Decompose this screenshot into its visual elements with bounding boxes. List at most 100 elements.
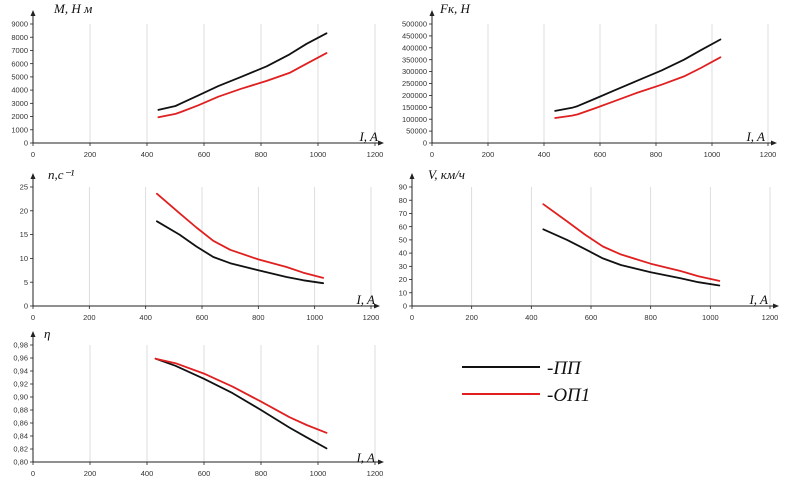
y-tick-label-efficiency: 0,94: [13, 367, 28, 376]
y-tick-label-efficiency: 0,90: [13, 393, 28, 402]
chart-efficiency: 0 200 400 600 800 1000 1200 0,80 0,82 0,84 0,86 0,8…: [13, 326, 384, 478]
x-tick-label-velocity: 800: [644, 313, 657, 322]
y-tick-label-torque: 8000: [11, 33, 28, 42]
y-tick-label-torque: 9000: [11, 20, 28, 29]
y-tick-label-torque: 1000: [11, 125, 28, 134]
y-tick-label-speed-n: 25: [20, 183, 28, 192]
x-tick-label-velocity: 0: [410, 313, 414, 322]
x-tick-label-efficiency: 1200: [367, 469, 384, 478]
x-tick-label-speed-n: 1000: [306, 313, 323, 322]
x-tick-label-force: 200: [482, 150, 495, 159]
x-tick-label-torque: 0: [31, 150, 35, 159]
y-tick-label-efficiency: 0,98: [13, 341, 28, 350]
x-tick-label-force: 800: [650, 150, 663, 159]
y-tick-label-speed-n: 0: [24, 302, 28, 311]
y-tick-label-velocity: 80: [399, 196, 407, 205]
x-axis-arrow-icon: [771, 140, 777, 146]
y-axis-arrow-icon: [429, 10, 435, 16]
x-tick-label-speed-n: 400: [139, 313, 152, 322]
series-line-op1-efficiency: [154, 357, 328, 434]
x-axis-label-efficiency: I, A: [355, 450, 375, 465]
y-tick-label-torque: 7000: [11, 46, 28, 55]
x-tick-label-velocity: 400: [525, 313, 538, 322]
y-tick-label-efficiency: 0,96: [13, 354, 28, 363]
y-tick-label-force: 300000: [402, 67, 427, 76]
x-axis-arrow-icon: [378, 459, 384, 465]
y-axis-label-force: Fк, Н: [439, 1, 471, 16]
x-axis-label-force: I, A: [745, 129, 765, 144]
x-tick-label-speed-n: 1200: [363, 313, 380, 322]
y-axis-label-torque: M, Н м: [53, 1, 92, 16]
x-tick-label-torque: 1200: [367, 150, 384, 159]
y-tick-label-torque: 4000: [11, 86, 28, 95]
y-tick-label-efficiency: 0,86: [13, 419, 28, 428]
x-tick-label-speed-n: 600: [196, 313, 209, 322]
series-line-op1-velocity: [542, 203, 721, 282]
x-tick-label-velocity: 600: [585, 313, 598, 322]
chart-speed-n: 0 200 400 600 800 1000 1200 0 5 10 15 20 25 n,с⁻¹ I, A: [20, 167, 380, 322]
y-axis-arrow-icon: [30, 173, 36, 179]
series-line-op1-torque: [157, 52, 328, 119]
y-tick-label-force: 150000: [402, 103, 427, 112]
x-tick-label-torque: 1000: [310, 150, 327, 159]
y-axis-arrow-icon: [409, 173, 415, 179]
y-tick-label-force: 200000: [402, 91, 427, 100]
x-tick-label-speed-n: 0: [31, 313, 35, 322]
x-tick-label-torque: 800: [255, 150, 268, 159]
x-tick-label-efficiency: 600: [198, 469, 211, 478]
x-tick-label-efficiency: 400: [141, 469, 154, 478]
y-tick-label-velocity: 50: [399, 235, 407, 244]
y-tick-label-torque: 2000: [11, 112, 28, 121]
y-tick-label-force: 0: [423, 139, 427, 148]
y-tick-label-velocity: 10: [399, 288, 407, 297]
y-tick-label-velocity: 30: [399, 262, 407, 271]
x-tick-label-torque: 400: [141, 150, 154, 159]
x-tick-label-speed-n: 200: [83, 313, 96, 322]
y-tick-label-torque: 0: [24, 139, 28, 148]
chart-torque: 0 200 400 600 800 1000 1200 0 1000 2000 3000 4000 50…: [11, 1, 384, 159]
x-tick-label-velocity: 200: [465, 313, 478, 322]
y-axis-label-efficiency: η: [44, 326, 50, 341]
x-axis-label-speed-n: I, A: [355, 292, 375, 307]
y-tick-label-force: 100000: [402, 115, 427, 124]
x-tick-label-force: 600: [594, 150, 607, 159]
y-tick-label-speed-n: 20: [20, 206, 28, 215]
y-tick-label-force: 350000: [402, 55, 427, 64]
y-tick-label-force: 450000: [402, 32, 427, 41]
y-tick-label-force: 50000: [406, 127, 427, 136]
chart-velocity: 0 200 400 600 800 1000 1200 0 10 20 30 40 50 60 70 80 90…: [399, 167, 779, 322]
series-line-op1-speed-n: [155, 192, 325, 279]
y-tick-label-torque: 3000: [11, 99, 28, 108]
legend-label-pp: -ПП: [547, 358, 582, 379]
y-axis-label-velocity: V, км/ч: [428, 167, 465, 182]
x-tick-label-torque: 200: [84, 150, 97, 159]
y-tick-label-speed-n: 15: [20, 230, 28, 239]
x-tick-label-efficiency: 0: [31, 469, 35, 478]
y-tick-label-velocity: 40: [399, 249, 407, 258]
y-tick-label-velocity: 0: [403, 302, 407, 311]
y-axis-arrow-icon: [30, 10, 36, 16]
y-tick-label-force: 250000: [402, 79, 427, 88]
y-tick-label-efficiency: 0,82: [13, 445, 28, 454]
y-tick-label-force: 400000: [402, 43, 427, 52]
y-tick-label-efficiency: 0,88: [13, 406, 28, 415]
x-tick-label-torque: 600: [198, 150, 211, 159]
series-line-pp-velocity: [542, 228, 721, 287]
x-axis-label-torque: I, A: [358, 129, 378, 144]
y-tick-label-velocity: 60: [399, 222, 407, 231]
y-tick-label-speed-n: 10: [20, 254, 28, 263]
y-tick-label-efficiency: 0,84: [13, 432, 28, 441]
x-tick-label-force: 400: [538, 150, 551, 159]
series-line-op1-force: [554, 56, 722, 119]
y-axis-arrow-icon: [30, 331, 36, 337]
series-line-pp-force: [554, 38, 722, 112]
x-axis-arrow-icon: [374, 303, 380, 309]
y-tick-label-velocity: 20: [399, 275, 407, 284]
y-tick-label-velocity: 70: [399, 209, 407, 218]
legend: -ПП -ОП1: [462, 358, 590, 406]
y-tick-label-torque: 5000: [11, 72, 28, 81]
x-tick-label-force: 0: [430, 150, 434, 159]
x-tick-label-efficiency: 800: [255, 469, 268, 478]
y-tick-label-speed-n: 5: [24, 278, 28, 287]
